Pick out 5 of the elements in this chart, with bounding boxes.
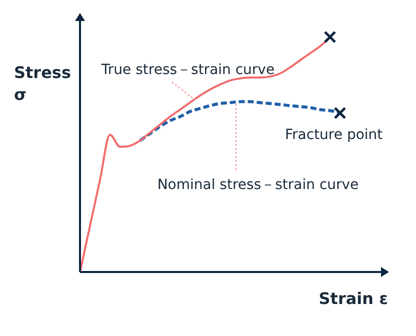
y-axis-title: Stress σ [14, 63, 71, 104]
annotation: True stress－strain curve [100, 62, 275, 78]
x-axis-title: Strain ε [318, 289, 388, 308]
annotation: Fracture point [285, 127, 384, 143]
annotation: Nominal stress－strain curve [157, 177, 359, 193]
